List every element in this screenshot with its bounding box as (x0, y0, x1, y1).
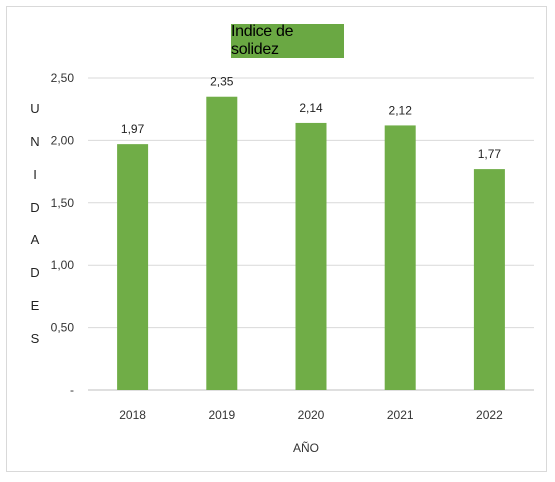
bar (295, 122, 327, 390)
y-axis-label-letter: D (30, 199, 40, 215)
y-axis-label: U N I D A D E S (26, 101, 44, 346)
chart-frame (6, 6, 547, 472)
bar (117, 144, 149, 390)
y-tick-label: 1,00 (51, 258, 75, 272)
x-tick-label: 2019 (208, 408, 235, 422)
x-tick-label: 2022 (476, 408, 503, 422)
data-label: 2,14 (299, 101, 323, 115)
x-tick-label: 2021 (387, 408, 414, 422)
data-label: 2,12 (389, 103, 413, 117)
data-label: 1,97 (121, 122, 145, 136)
y-axis-label-letter: E (30, 298, 40, 314)
y-tick-label: 2,00 (51, 133, 75, 147)
bar (384, 125, 416, 390)
data-label: 2,35 (210, 75, 234, 89)
x-tick-label: 2020 (298, 408, 325, 422)
y-axis-label-letter: S (30, 331, 40, 346)
bar (206, 96, 238, 390)
y-tick-label: 0,50 (51, 321, 75, 335)
y-axis-label-letter: D (30, 265, 40, 281)
x-tick-label: 2018 (119, 408, 146, 422)
x-axis-label: AÑO (293, 441, 319, 455)
y-tick-label: - (70, 383, 74, 397)
bar (473, 169, 505, 390)
y-axis-label-letter: N (30, 133, 40, 149)
y-axis-label-letter: U (30, 101, 40, 116)
y-tick-label: 1,50 (51, 196, 75, 210)
data-label: 1,77 (478, 147, 502, 161)
y-axis-label-letter: I (33, 166, 37, 182)
chart-title: Indice de solidez (231, 23, 344, 58)
y-axis-label-letter: A (30, 232, 40, 248)
y-tick-label: 2,50 (51, 71, 75, 85)
